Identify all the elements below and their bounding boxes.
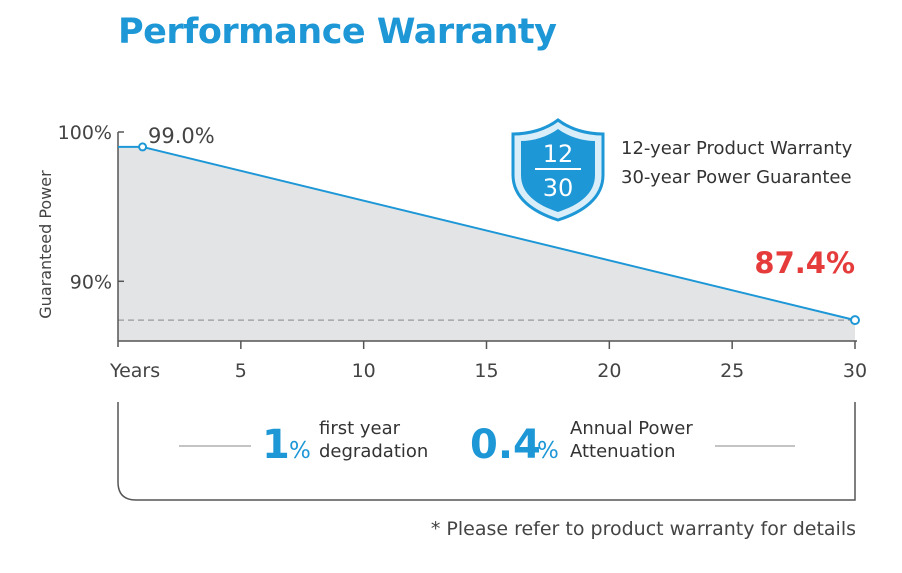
shield-top-number: 12 [543,140,574,168]
x-tick-label: 10 [352,360,376,382]
page-title: Performance Warranty [118,12,557,52]
stat-annual-line2: Attenuation [570,441,676,462]
badge-line-1: 12-year Product Warranty [621,138,853,159]
data-point-start [138,142,148,152]
start-value-label: 99.0% [148,124,215,148]
stat-first-year-line1: first year [319,418,401,439]
x-tick-label: 30 [843,360,867,382]
badge-line-2: 30-year Power Guarantee [621,167,852,188]
x-tick-label: 20 [597,360,621,382]
degradation-area [118,146,855,341]
shield-bottom-number: 30 [543,174,574,202]
stat-annual-value: 0.4 [470,422,541,468]
stat-annual-line1: Annual Power [570,418,693,439]
stat-first-year-line2: degradation [319,441,428,462]
stat-first-year-value: 1 [262,422,290,468]
x-tick-label: 5 [235,360,247,382]
end-value-label: 87.4% [754,246,855,280]
y-tick-label: 90% [70,271,112,293]
footnote: * Please refer to product warranty for d… [430,518,856,540]
y-tick-label: 100% [58,122,112,144]
data-point-end [850,315,860,326]
stat-first-year-unit: % [289,438,311,464]
bottom-frame [117,402,856,501]
y-axis-label: Guaranteed Power [36,170,55,319]
x-tick-label: 15 [474,360,498,382]
series-line [142,145,856,322]
x-tick-label: 25 [720,360,744,382]
stat-annual-unit: % [537,438,559,464]
shield-inner [521,129,595,212]
x-axis-label: Years [109,360,160,382]
